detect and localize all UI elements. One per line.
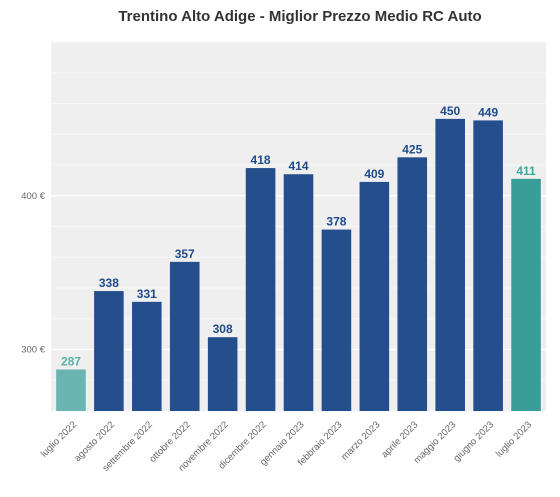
data-label: 409 (364, 167, 384, 181)
data-label: 378 (326, 215, 346, 229)
x-tick-label: giugno 2023 (451, 419, 496, 464)
data-label: 449 (478, 105, 498, 119)
bar (473, 120, 503, 411)
data-label: 414 (288, 159, 308, 173)
chart-title: Trentino Alto Adige - Miglior Prezzo Med… (118, 8, 482, 25)
data-label: 418 (251, 153, 271, 167)
x-tick-label: marzo 2023 (339, 419, 382, 462)
bar (56, 369, 86, 411)
data-label: 450 (440, 104, 460, 118)
bar (359, 181, 390, 411)
y-tick-label: 300 € (21, 345, 45, 356)
bar (207, 337, 238, 411)
bar (511, 178, 541, 411)
x-tick-label: luglio 2022 (39, 419, 79, 459)
bar (397, 157, 428, 411)
bar (132, 301, 162, 411)
bar (435, 118, 465, 411)
bar (283, 174, 314, 411)
data-label: 308 (213, 322, 233, 336)
y-axis-ticks: 300 € 400 € (21, 191, 45, 356)
data-label: 425 (402, 142, 422, 156)
y-tick-label: 400 € (21, 191, 45, 202)
data-label: 287 (61, 354, 81, 368)
bars: 287 338 331 357 308 418 414 378 409 425 450 449 411 (56, 104, 541, 411)
bar (321, 229, 352, 411)
bar (245, 168, 276, 411)
x-tick-label: aprile 2023 (379, 419, 420, 460)
data-label: 331 (137, 287, 157, 301)
data-label: 357 (175, 247, 195, 261)
bar (169, 261, 200, 411)
bar (94, 291, 124, 411)
x-tick-label: luglio 2023 (494, 419, 534, 459)
data-label: 338 (99, 276, 119, 290)
data-label: 411 (516, 164, 536, 178)
